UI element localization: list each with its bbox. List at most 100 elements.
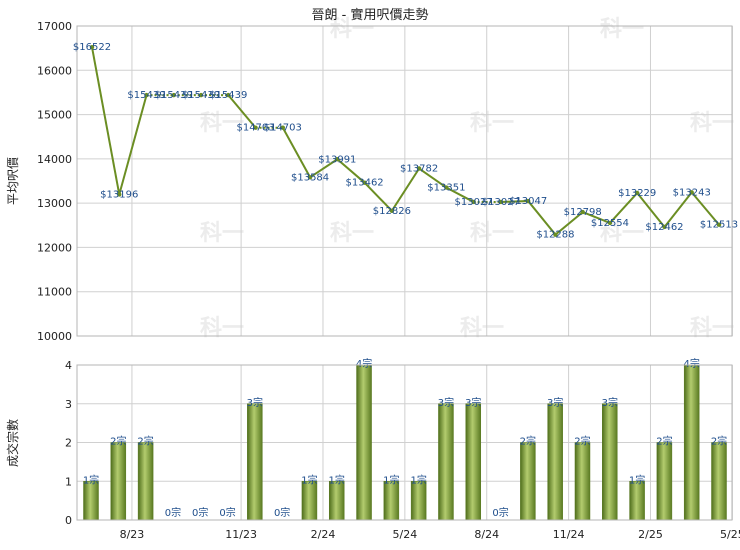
price-line-segment	[582, 211, 611, 224]
price-line-segment	[445, 186, 475, 203]
price-line-segment	[309, 158, 338, 179]
price-y-tick-label: 10000	[37, 330, 72, 343]
price-line-segment	[363, 181, 393, 212]
watermark-text: 科一	[200, 111, 244, 136]
watermark-text: 科一	[470, 111, 514, 136]
price-data-label: $13782	[400, 164, 438, 175]
volume-y-tick-labels: 0 1 2 3 4	[65, 359, 72, 527]
volume-data-label: 2宗	[711, 435, 727, 448]
price-point	[635, 190, 640, 196]
price-point	[580, 209, 585, 215]
price-data-label: $13462	[346, 178, 384, 189]
price-y-tick-label: 14000	[37, 153, 72, 166]
price-data-label: $14703	[264, 123, 302, 134]
volume-data-label: 0宗	[274, 506, 290, 519]
price-gridlines	[77, 25, 733, 337]
price-data-label: $13047	[509, 196, 547, 207]
volume-data-label: 3宗	[547, 396, 563, 409]
volume-y-tick-label: 2	[65, 437, 72, 450]
x-tick-label: 8/24	[474, 528, 499, 541]
watermark-text: 科一	[690, 316, 734, 341]
price-y-tick-labels: 10000 11000 12000 13000 14000 15000 16000 17000	[37, 20, 72, 343]
watermark-text: 科一	[460, 316, 504, 341]
volume-y-tick-label: 1	[65, 475, 72, 488]
volume-data-label: 1宗	[301, 473, 317, 486]
price-line-segment	[527, 200, 557, 236]
price-data-label: $13229	[618, 188, 656, 199]
volume-y-tick-label: 3	[65, 398, 72, 411]
price-point	[171, 92, 176, 98]
price-plot-frame	[76, 25, 733, 337]
price-data-label: $13243	[673, 187, 711, 198]
price-data-label: $13027	[455, 197, 493, 208]
price-line-segment	[281, 127, 311, 178]
price-data-label: $15439	[127, 90, 165, 101]
price-data-label: $12462	[645, 222, 683, 233]
volume-data-label: 0宗	[492, 506, 508, 519]
price-y-tick-label: 12000	[37, 241, 72, 254]
watermark-text: 科一	[600, 221, 644, 246]
price-point	[607, 220, 613, 226]
price-point	[525, 198, 531, 204]
watermark-text: 科一	[330, 221, 374, 246]
volume-bar	[520, 442, 536, 521]
price-point	[444, 185, 449, 190]
price-line-segment	[391, 167, 420, 212]
x-tick-label: 11/24	[553, 528, 585, 541]
volume-bar	[438, 403, 454, 521]
price-y-axis-label: 平均呎價	[6, 157, 20, 205]
volume-bar	[410, 481, 427, 521]
volume-bar	[602, 403, 618, 521]
price-data-label: $15439	[209, 90, 247, 101]
price-point	[553, 232, 558, 237]
volume-data-label: 0宗	[192, 506, 208, 519]
volume-y-axis-label: 成交宗數	[5, 419, 20, 467]
price-y-tick-label: 11000	[37, 286, 72, 299]
price-point	[226, 92, 231, 98]
price-line-segment	[554, 211, 584, 236]
volume-bar	[683, 364, 700, 521]
price-line-segment	[227, 94, 257, 129]
price-y-tick-label: 16000	[37, 64, 72, 77]
price-point	[335, 157, 340, 162]
volume-data-label: 2宗	[574, 435, 590, 448]
x-tick-label: 8/23	[120, 528, 145, 541]
volume-bar	[383, 481, 400, 521]
volume-bar	[247, 403, 263, 521]
volume-bar	[328, 481, 345, 521]
volume-data-label: 1宗	[83, 473, 99, 486]
volume-data-label: 3宗	[247, 396, 263, 409]
volume-bar	[110, 442, 127, 521]
price-line-segment	[663, 191, 693, 228]
price-y-tick-label: 15000	[37, 109, 72, 122]
volume-data-label: 3宗	[602, 396, 618, 409]
price-point	[389, 208, 395, 214]
price-point	[117, 192, 122, 197]
price-data-label: $14703	[236, 123, 274, 134]
price-data-label: $12798	[564, 207, 602, 218]
volume-y-tick-label: 4	[65, 359, 72, 372]
volume-data-label: 0宗	[219, 506, 235, 519]
price-data-label: $13027	[482, 197, 520, 208]
volume-data-label: 1宗	[410, 473, 426, 486]
price-data-label: $12826	[373, 206, 411, 217]
volume-bar	[656, 442, 673, 521]
price-line-segment	[636, 192, 666, 228]
volume-data-label: 2宗	[137, 435, 153, 448]
price-data-label: $12288	[536, 230, 574, 241]
price-data-label: $12513	[700, 220, 738, 231]
price-point	[716, 222, 722, 227]
price-point	[362, 180, 367, 185]
volume-data-label: 1宗	[329, 473, 345, 486]
price-line-segment	[91, 46, 121, 195]
volume-bar	[574, 442, 591, 521]
watermark-text: 科一	[690, 111, 734, 136]
watermark-text: 科一	[470, 221, 514, 246]
price-point	[89, 44, 95, 50]
x-tick-label: 5/24	[393, 528, 418, 541]
price-point	[280, 125, 286, 130]
volume-bar	[465, 403, 482, 521]
price-point	[662, 224, 667, 230]
volume-y-tick-label: 0	[65, 514, 72, 527]
